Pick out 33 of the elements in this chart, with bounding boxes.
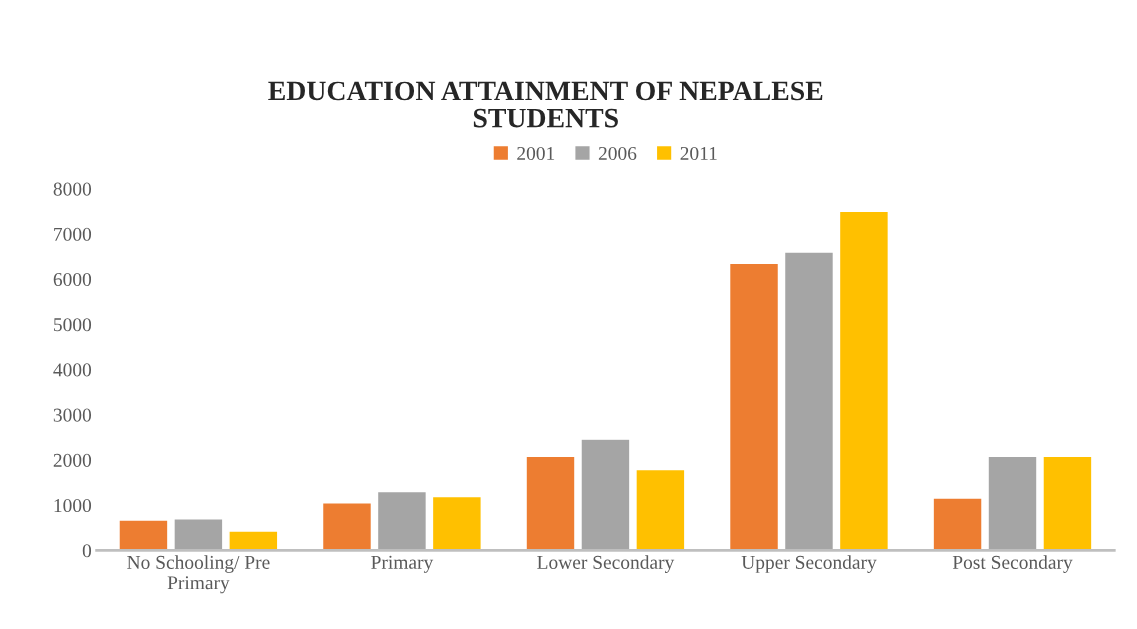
y-tick-label: 6000 [53,272,92,287]
chart-title: EDUCATION ATTAINMENT OF NEPALESE STUDENTS [268,81,823,128]
x-tick-label: Lower Secondary [537,555,675,573]
x-tick-label: Upper Secondary [741,555,877,573]
bar [321,502,373,551]
legend-label: 2006 [598,146,637,161]
bar [728,262,780,551]
bar [580,438,631,551]
y-tick-label: 4000 [53,363,92,377]
y-tick-label: 2000 [53,453,92,467]
x-tick-label: No Schooling/ Pre Primary [127,555,270,594]
bar [932,497,983,551]
bar [376,490,428,551]
y-tick-label: 8000 [53,182,92,196]
bar [987,455,1038,551]
bar [118,519,169,551]
bar [228,530,279,551]
bar [783,251,835,551]
legend-label: 2011 [680,146,717,161]
y-tick-label: 3000 [53,408,92,422]
bar [525,455,576,551]
x-tick-label: Post Secondary [952,555,1073,573]
y-tick-label: 0 [82,544,92,558]
bar [1042,455,1093,551]
x-tick-label: Primary [371,555,434,573]
y-tick-label: 1000 [54,498,92,513]
bar [635,468,686,551]
y-tick-label: 7000 [54,227,92,241]
bar [838,210,890,551]
bar [431,495,482,551]
y-tick-label: 5000 [54,318,92,332]
legend-label: 2001 [517,146,555,161]
bar [173,518,224,551]
